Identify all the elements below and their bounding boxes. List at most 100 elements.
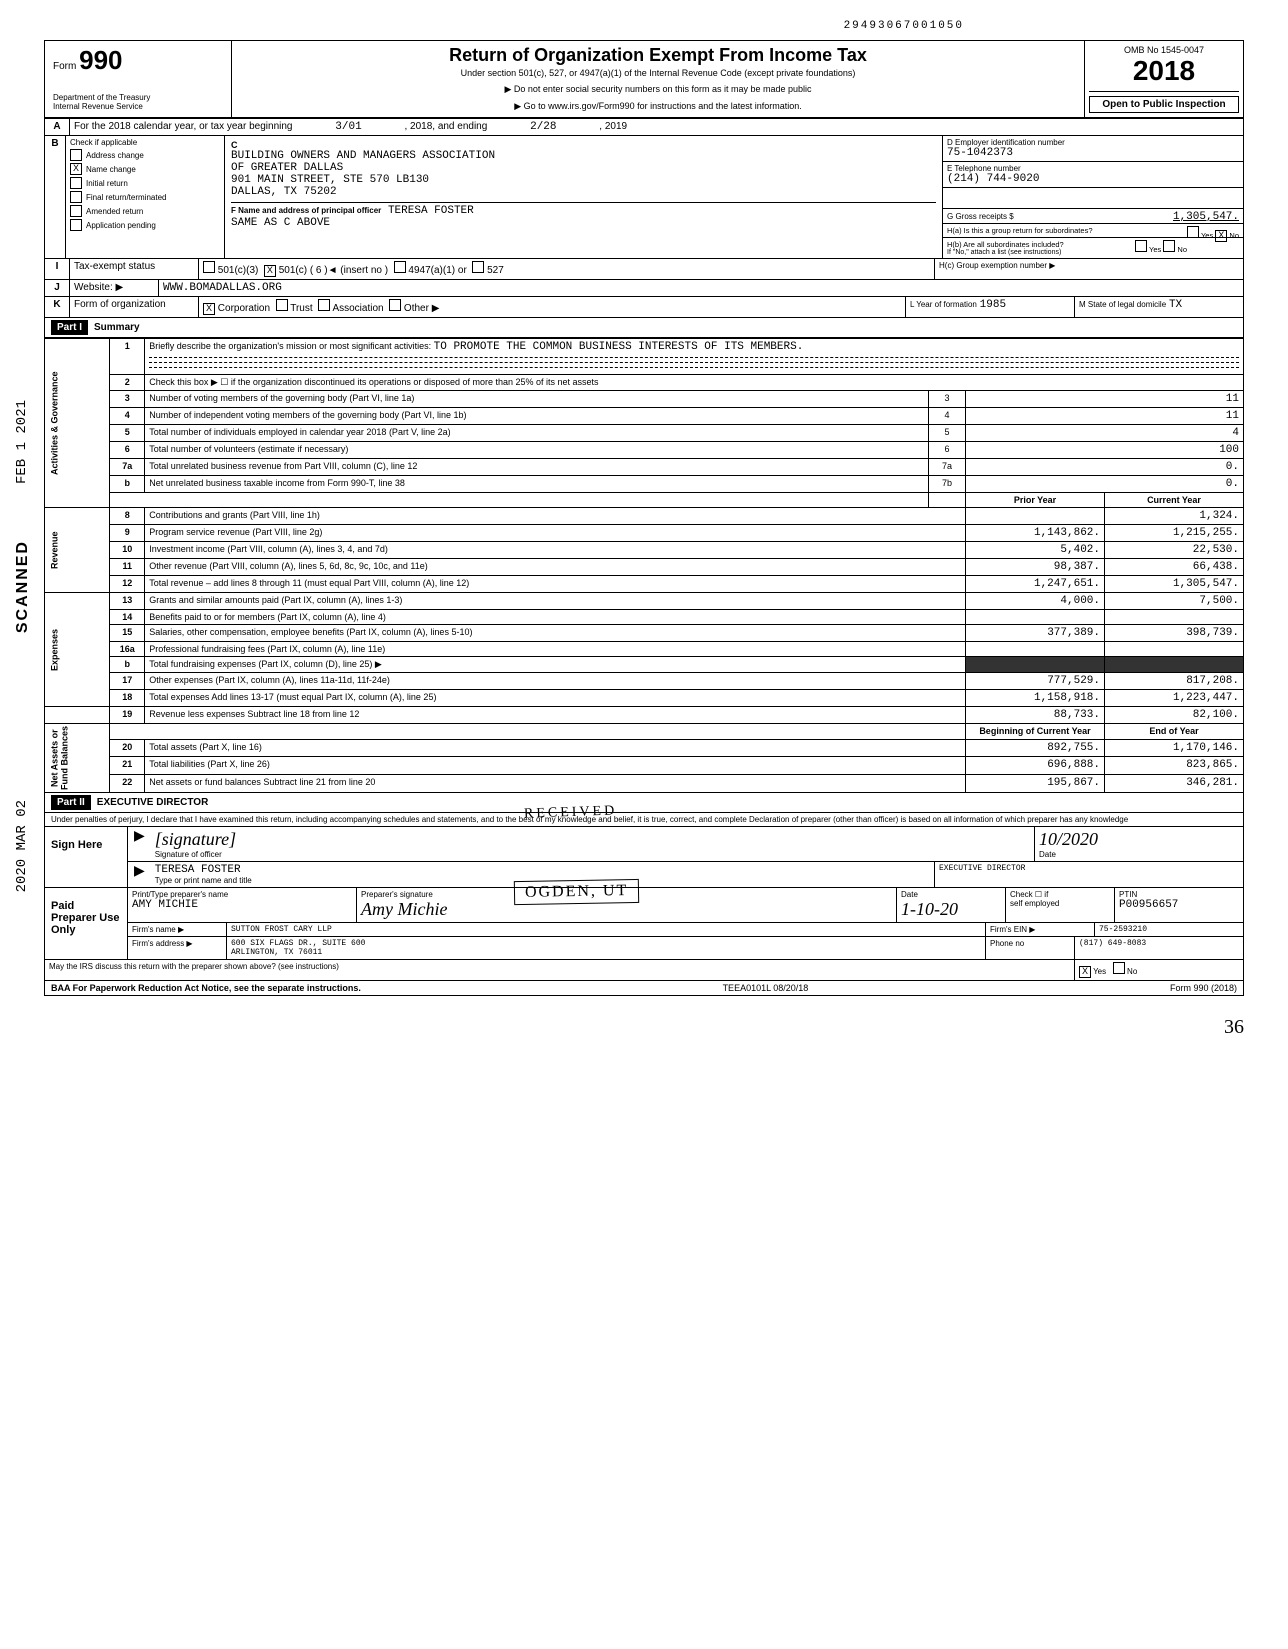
line-i: I Tax-exempt status 501(c)(3) X 501(c) (… xyxy=(44,259,1244,280)
phone-label: Phone no xyxy=(986,937,1075,959)
r16b-c xyxy=(1105,657,1244,673)
label-b: B xyxy=(45,136,66,258)
footer-form: Form 990 (2018) xyxy=(1170,983,1237,993)
form-990: 990 xyxy=(79,45,122,75)
line-k: K Form of organization X Corporation Tru… xyxy=(44,297,1244,318)
line2-num: 2 xyxy=(110,375,145,391)
chk-hb-no[interactable] xyxy=(1163,240,1175,252)
r11-t: Other revenue (Part VIII, column (A), li… xyxy=(145,559,966,576)
r7b-c: 7b xyxy=(929,476,966,493)
r15-n: 15 xyxy=(110,625,145,642)
paid-preparer: Paid Preparer Use Only xyxy=(45,888,128,959)
r4-n: 4 xyxy=(110,408,145,425)
chk-corp[interactable]: X xyxy=(203,303,215,315)
lbl-amend: Amended return xyxy=(86,207,143,216)
form-prefix: Form xyxy=(53,61,76,72)
chk-trust[interactable] xyxy=(276,299,288,311)
dept-treasury: Department of the Treasury Internal Reve… xyxy=(53,94,223,112)
lbl-init: Initial return xyxy=(86,179,128,188)
chk-final-box[interactable] xyxy=(70,191,82,203)
chk-discuss-no[interactable] xyxy=(1113,962,1125,974)
r18-t: Total expenses Add lines 13-17 (must equ… xyxy=(145,690,966,707)
chk-ha-no[interactable]: X xyxy=(1215,230,1227,242)
sig-label: Signature of officer xyxy=(155,850,1030,859)
chk-pend[interactable] xyxy=(70,219,82,231)
line1-text: Briefly describe the organization's miss… xyxy=(149,341,431,351)
footer: BAA For Paperwork Reduction Act Notice, … xyxy=(44,981,1244,996)
lbl-addr: Address change xyxy=(86,151,144,160)
chk-amend[interactable] xyxy=(70,205,82,217)
r15-t: Salaries, other compensation, employee b… xyxy=(145,625,966,642)
r3-n: 3 xyxy=(110,391,145,408)
footer-baa: BAA For Paperwork Reduction Act Notice, … xyxy=(51,983,361,993)
firm-addr-label: Firm's address ▶ xyxy=(128,937,227,959)
r12-n: 12 xyxy=(110,576,145,593)
officer-signature: [signature] xyxy=(155,829,1030,850)
chk-assoc[interactable] xyxy=(318,299,330,311)
label-f: F Name and address of principal officer xyxy=(231,206,381,215)
label-c: C xyxy=(231,140,936,150)
r7a-v: 0. xyxy=(966,459,1244,476)
part1-header: Part I Summary xyxy=(44,318,1244,338)
check-self: Check ☐ if xyxy=(1010,890,1048,899)
discuss-text: May the IRS discuss this return with the… xyxy=(45,960,1075,980)
lbl-name: Name change xyxy=(86,165,136,174)
org-city: DALLAS, TX 75202 xyxy=(231,186,936,198)
opt-4947: 4947(a)(1) or xyxy=(408,265,466,276)
label-m: M State of legal domicile xyxy=(1079,300,1166,309)
r22-t: Net assets or fund balances Subtract lin… xyxy=(145,775,966,793)
page-number: 36 xyxy=(44,1016,1244,1039)
r22-c: 346,281. xyxy=(1105,775,1244,793)
chk-501c3[interactable] xyxy=(203,261,215,273)
r9-p: 1,143,862. xyxy=(966,525,1105,542)
label-e: E Telephone number xyxy=(947,164,1239,173)
gross-receipts: 1,305,547. xyxy=(1173,211,1239,223)
chk-initial: Initial return xyxy=(70,177,220,189)
lbl-pend: Application pending xyxy=(86,221,156,230)
col-end: End of Year xyxy=(1105,724,1244,740)
r14-n: 14 xyxy=(110,610,145,625)
stamp-number: 29493067001050 xyxy=(844,20,964,32)
r5-c: 5 xyxy=(929,425,966,442)
footer-code: TEEA0101L 08/20/18 xyxy=(723,983,809,993)
form-note1: ▶ Do not enter social security numbers o… xyxy=(236,84,1080,95)
discuss-yes: Yes xyxy=(1093,967,1106,976)
chk-init[interactable] xyxy=(70,177,82,189)
r21-p: 696,888. xyxy=(966,757,1105,775)
officer-title: EXECUTIVE DIRECTOR xyxy=(935,862,1243,887)
side-netassets: Net Assets or Fund Balances xyxy=(45,724,110,793)
line-a: A For the 2018 calendar year, or tax yea… xyxy=(44,119,1244,136)
col-prior: Prior Year xyxy=(966,493,1105,508)
chk-addr[interactable] xyxy=(70,149,82,161)
tax-year: 2018 xyxy=(1089,55,1239,92)
chk-4947[interactable] xyxy=(394,261,406,273)
chk-501c[interactable]: X xyxy=(264,265,276,277)
label-a: A xyxy=(45,119,70,135)
year-begin: 3/01 xyxy=(335,121,361,133)
mission: TO PROMOTE THE COMMON BUSINESS INTERESTS… xyxy=(434,341,804,353)
chk-other[interactable] xyxy=(389,299,401,311)
r19-t: Revenue less expenses Subtract line 18 f… xyxy=(145,707,966,724)
year-formation: 1985 xyxy=(980,299,1006,311)
chk-hb-yes[interactable] xyxy=(1135,240,1147,252)
chk-discuss-yes[interactable]: X xyxy=(1079,966,1091,978)
r8-p xyxy=(966,508,1105,525)
r20-n: 20 xyxy=(110,739,145,757)
chk-527[interactable] xyxy=(472,261,484,273)
officer-typed-name: TERESA FOSTER xyxy=(155,864,930,876)
r7a-t: Total unrelated business revenue from Pa… xyxy=(145,459,929,476)
r15-c: 398,739. xyxy=(1105,625,1244,642)
chk-name[interactable]: X xyxy=(70,163,82,175)
org-name2: OF GREATER DALLAS xyxy=(231,162,936,174)
r13-c: 7,500. xyxy=(1105,593,1244,610)
chk-ha-yes[interactable] xyxy=(1187,226,1199,238)
firm-phone: (817) 649-8083 xyxy=(1075,937,1243,959)
date-label: Date xyxy=(1039,850,1239,859)
r9-t: Program service revenue (Part VIII, line… xyxy=(145,525,966,542)
tax-exempt-label: Tax-exempt status xyxy=(70,259,199,279)
firm-addr2: ARLINGTON, TX 76011 xyxy=(231,948,322,957)
opt-assoc: Association xyxy=(332,303,383,314)
part2-label: Part II xyxy=(51,795,91,810)
r20-p: 892,755. xyxy=(966,739,1105,757)
org-name1: BUILDING OWNERS AND MANAGERS ASSOCIATION xyxy=(231,150,936,162)
